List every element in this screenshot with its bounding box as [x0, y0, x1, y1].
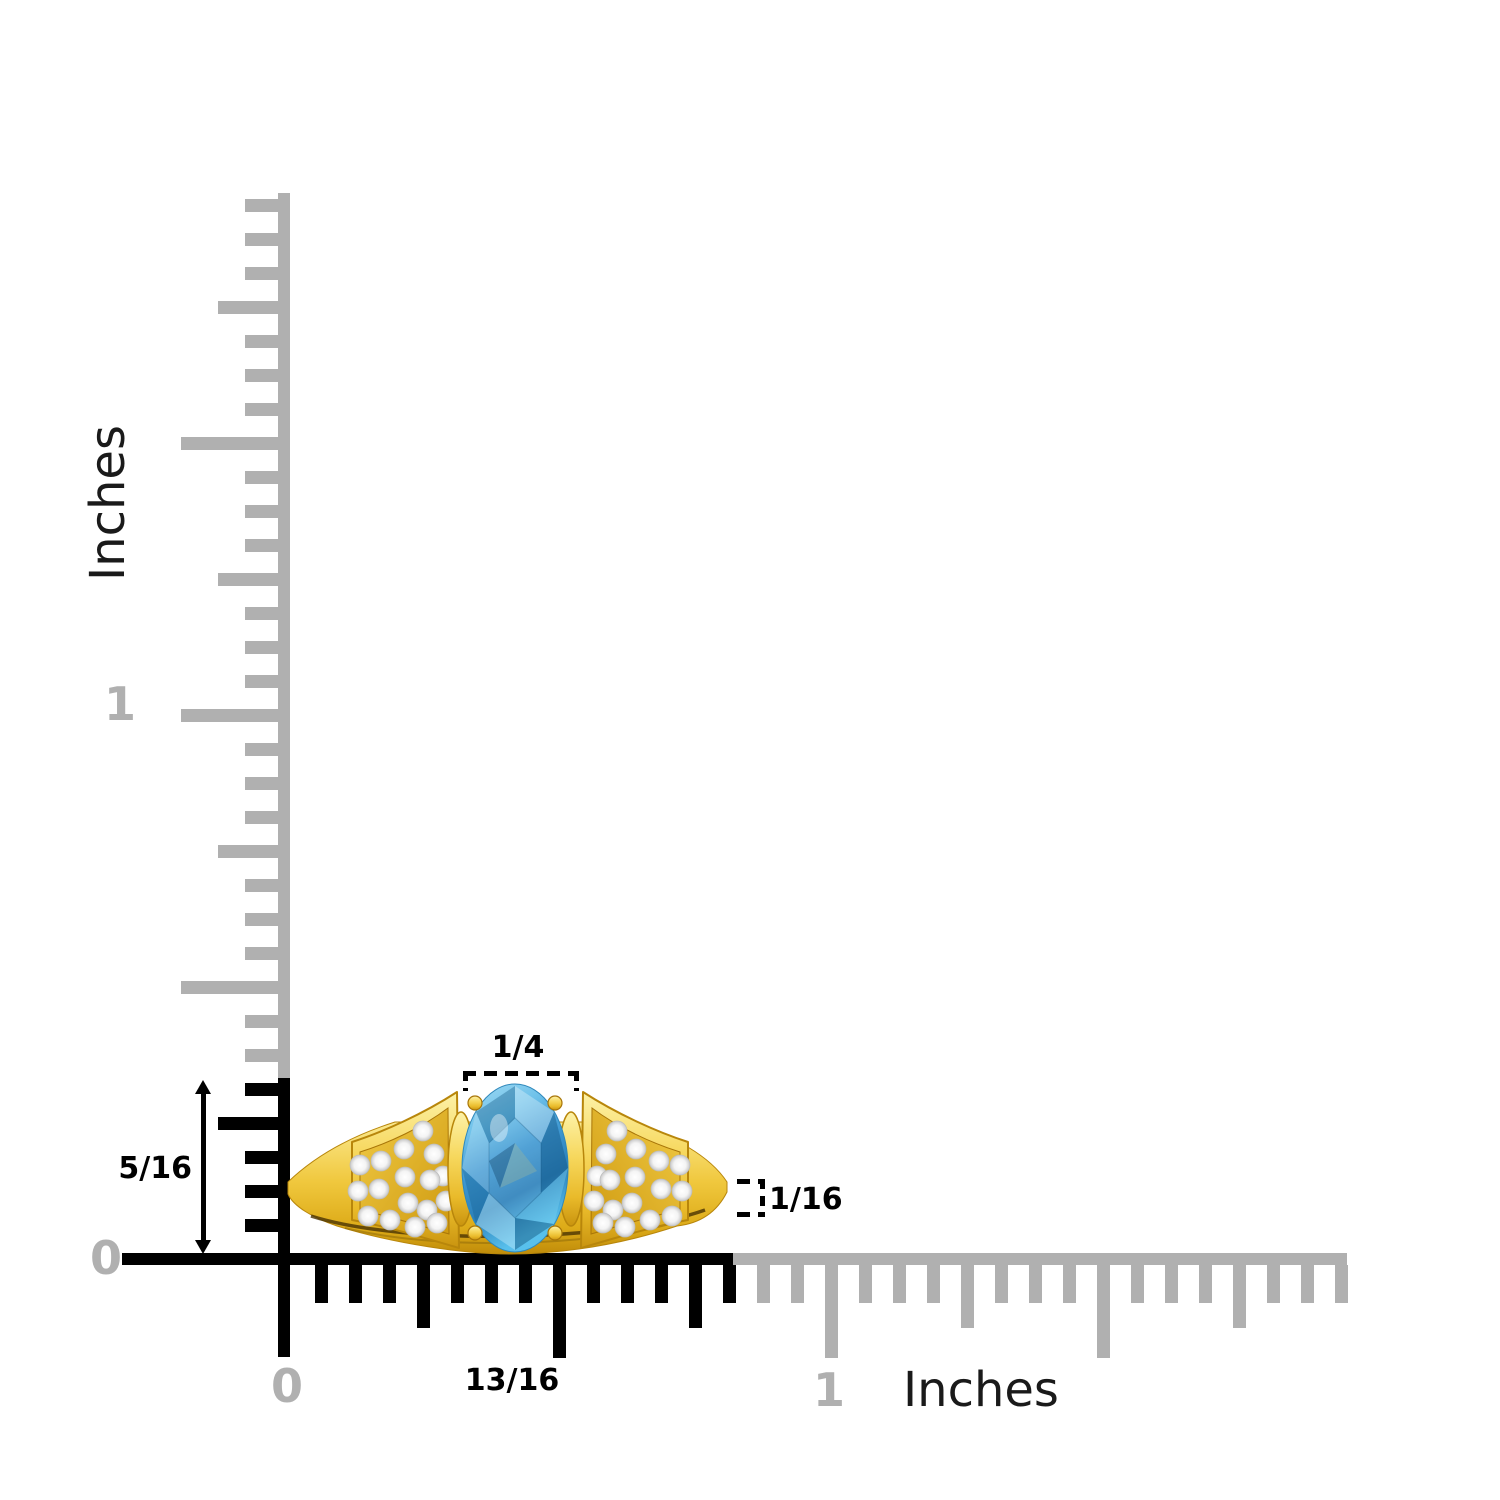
height-arrow-up-icon [195, 1080, 211, 1094]
ruler-tick [245, 1083, 278, 1096]
pave-diamonds [347, 1120, 457, 1238]
ruler-tick [218, 301, 278, 314]
stone-width-bracket-top [463, 1071, 579, 1076]
ruler-tick [245, 1049, 278, 1062]
ruler-tick [1063, 1265, 1076, 1303]
ruler-tick [655, 1265, 668, 1303]
ruler-tick [315, 1265, 328, 1303]
band-thickness-bracket-top [737, 1179, 765, 1184]
ruler-tick [451, 1265, 464, 1303]
ruler-tick [245, 1219, 278, 1232]
ruler-tick [181, 709, 278, 722]
horizontal-ruler-bar-black [122, 1253, 733, 1265]
ruler-tick [1335, 1265, 1348, 1303]
ruler-tick [1029, 1265, 1042, 1303]
ruler-tick [245, 641, 278, 654]
ruler-tick [245, 267, 278, 280]
ruler-tick [859, 1265, 872, 1303]
ruler-tick [417, 1265, 430, 1328]
ruler-tick [245, 777, 278, 790]
ring-photo [285, 1066, 740, 1256]
ruler-tick [1097, 1265, 1110, 1358]
ruler-tick [349, 1265, 362, 1303]
ruler-tick [245, 675, 278, 688]
vertical-ruler-0-label: 0 [89, 1231, 122, 1285]
vertical-ruler-unit-label: Inches [80, 425, 136, 581]
ruler-tick [621, 1265, 634, 1303]
ruler-tick [1131, 1265, 1144, 1303]
ruler-tick [893, 1265, 906, 1303]
ruler-tick [181, 437, 278, 450]
stone-width-bracket-right-leg [574, 1071, 579, 1091]
horizontal-ruler-0-label: 0 [270, 1359, 303, 1413]
height-arrow-line [201, 1091, 206, 1243]
ruler-tick [245, 913, 278, 926]
pave-shoulder [347, 1091, 460, 1249]
vertical-ruler-spine-black [278, 1078, 290, 1357]
ring-image [287, 1083, 728, 1255]
horizontal-ruler-bar-gray [733, 1253, 1347, 1265]
ring-width-dimension-label: 13/16 [464, 1363, 560, 1398]
horizontal-ruler-unit-label: Inches [903, 1362, 1059, 1418]
ruler-tick [485, 1265, 498, 1303]
ruler-tick [245, 199, 278, 212]
ruler-tick [1233, 1265, 1246, 1328]
ruler-tick [1301, 1265, 1314, 1303]
stone-width-bracket-left-leg [463, 1071, 468, 1091]
ruler-tick [757, 1265, 770, 1303]
ruler-tick [1165, 1265, 1178, 1303]
ruler-tick [961, 1265, 974, 1328]
ruler-tick [587, 1265, 600, 1303]
ruler-tick [245, 743, 278, 756]
height-arrow-down-icon [195, 1240, 211, 1254]
ruler-tick [1199, 1265, 1212, 1303]
ruler-tick [245, 539, 278, 552]
ruler-tick [245, 403, 278, 416]
ruler-tick [245, 607, 278, 620]
vertical-ruler-spine-gray [278, 193, 290, 1078]
band-thickness-bracket-bottom [737, 1212, 765, 1217]
prongs [467, 1095, 563, 1241]
ruler-tick [995, 1265, 1008, 1303]
ruler-tick [553, 1265, 566, 1358]
ruler-tick [383, 1265, 396, 1303]
ruler-tick [519, 1265, 532, 1303]
ruler-tick [218, 1117, 278, 1130]
ruler-tick [245, 505, 278, 518]
ruler-tick [791, 1265, 804, 1303]
ruler-tick [218, 573, 278, 586]
band-thickness-bracket-right-leg [760, 1179, 765, 1217]
ruler-tick [245, 471, 278, 484]
center-stone [461, 1083, 569, 1253]
ruler-tick [927, 1265, 940, 1303]
ruler-tick [245, 233, 278, 246]
ruler-tick [245, 369, 278, 382]
band-thickness-dimension-label: 1/16 [769, 1182, 843, 1217]
ruler-tick [245, 1015, 278, 1028]
ruler-tick [245, 879, 278, 892]
vertical-ruler-1-label: 1 [103, 677, 136, 731]
ruler-tick [825, 1265, 838, 1358]
ruler-tick [1267, 1265, 1280, 1303]
ruler-tick [245, 811, 278, 824]
ruler-tick [245, 335, 278, 348]
ruler-tick [245, 1185, 278, 1198]
ruler-tick [218, 845, 278, 858]
ruler-tick [723, 1265, 736, 1303]
ruler-tick [245, 1151, 278, 1164]
ring-height-dimension-label: 5/16 [118, 1151, 192, 1186]
ruler-tick [181, 981, 278, 994]
ruler-tick [689, 1265, 702, 1328]
horizontal-ruler-1-label: 1 [812, 1363, 845, 1417]
ruler-tick [245, 947, 278, 960]
stone-width-dimension-label: 1/4 [491, 1030, 545, 1065]
